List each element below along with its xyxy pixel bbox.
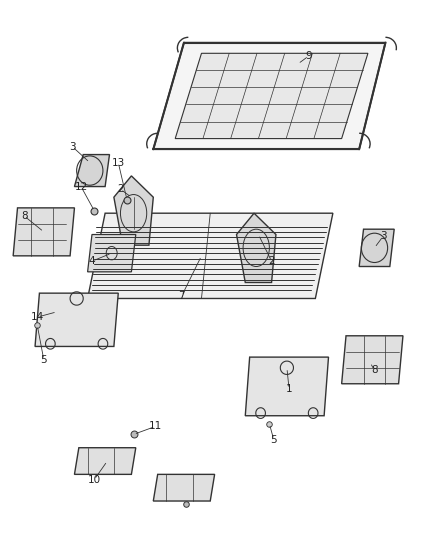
Polygon shape (74, 448, 136, 474)
Text: 8: 8 (21, 211, 28, 221)
Polygon shape (114, 176, 153, 245)
Text: 5: 5 (270, 435, 277, 445)
Polygon shape (342, 336, 403, 384)
Text: 2: 2 (268, 256, 275, 266)
Polygon shape (35, 293, 118, 346)
Text: 14: 14 (31, 312, 44, 322)
Polygon shape (74, 155, 110, 187)
Polygon shape (153, 474, 215, 501)
Text: 13: 13 (112, 158, 125, 167)
Polygon shape (175, 53, 368, 139)
Text: 3: 3 (69, 142, 76, 151)
Text: 9: 9 (305, 51, 312, 61)
Polygon shape (13, 208, 74, 256)
Text: 4: 4 (88, 256, 95, 266)
Text: 2: 2 (117, 184, 124, 194)
Text: 3: 3 (380, 231, 387, 241)
Polygon shape (237, 213, 276, 282)
Text: 5: 5 (40, 355, 47, 365)
Polygon shape (359, 229, 394, 266)
Polygon shape (88, 213, 333, 298)
Text: 7: 7 (178, 291, 185, 301)
Polygon shape (245, 357, 328, 416)
Text: 10: 10 (88, 475, 101, 484)
Text: 8: 8 (371, 366, 378, 375)
Text: 1: 1 (286, 384, 293, 394)
Text: 11: 11 (149, 422, 162, 431)
Text: 12: 12 (74, 182, 88, 191)
Polygon shape (153, 43, 385, 149)
Polygon shape (88, 235, 136, 272)
